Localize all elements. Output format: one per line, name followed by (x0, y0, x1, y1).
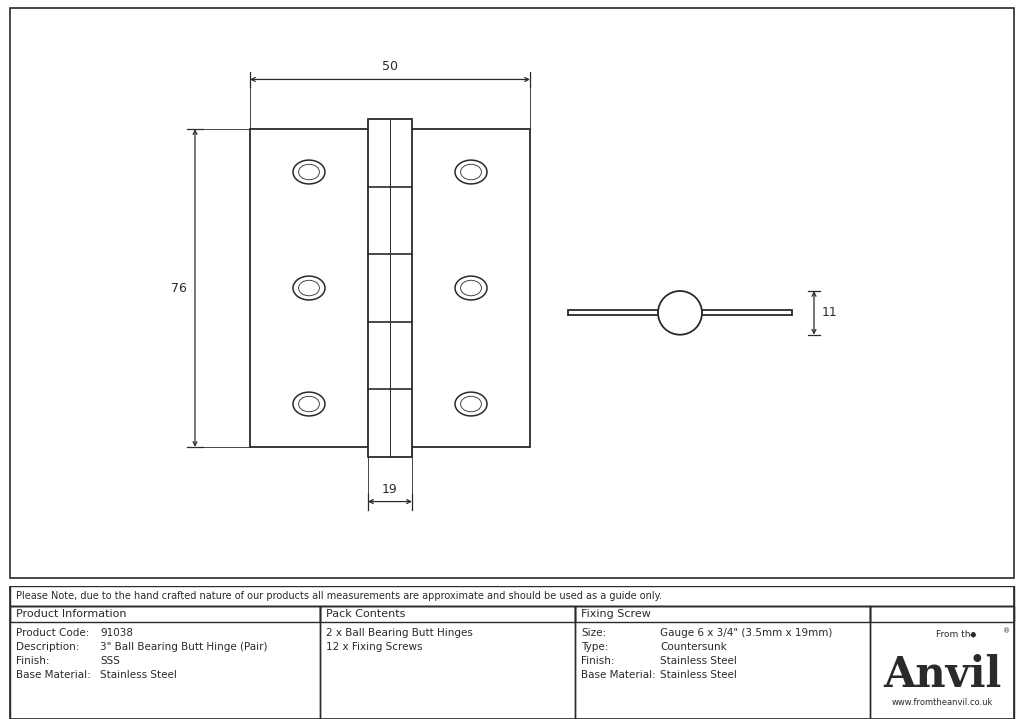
Bar (368, 119, 412, 457)
Text: Product Code:: Product Code: (16, 628, 89, 638)
Ellipse shape (299, 164, 319, 180)
Text: ◆: ◆ (970, 630, 976, 639)
Text: Type:: Type: (581, 642, 608, 652)
Bar (870, 606, 1014, 622)
Ellipse shape (455, 160, 487, 184)
Bar (702, 311, 792, 316)
Ellipse shape (455, 392, 487, 416)
Text: Finish:: Finish: (16, 656, 49, 666)
Bar (319, 606, 575, 719)
Ellipse shape (455, 276, 487, 300)
Text: Please Note, due to the hand crafted nature of our products all measurements are: Please Note, due to the hand crafted nat… (16, 591, 662, 601)
Text: Base Material:: Base Material: (16, 670, 91, 680)
Bar (10, 606, 319, 719)
Ellipse shape (293, 392, 325, 416)
Text: SSS: SSS (100, 656, 120, 666)
Text: www.fromtheanvil.co.uk: www.fromtheanvil.co.uk (891, 698, 992, 707)
Text: 3" Ball Bearing Butt Hinge (Pair): 3" Ball Bearing Butt Hinge (Pair) (100, 642, 267, 652)
Bar (10, 606, 319, 622)
Text: 50: 50 (382, 60, 398, 73)
Text: Description:: Description: (16, 642, 80, 652)
Bar (319, 606, 575, 622)
Ellipse shape (293, 276, 325, 300)
Text: 12 x Fixing Screws: 12 x Fixing Screws (326, 642, 423, 652)
Bar (575, 606, 870, 719)
Text: 11: 11 (822, 306, 838, 319)
Text: 76: 76 (171, 282, 187, 295)
Text: Stainless Steel: Stainless Steel (100, 670, 177, 680)
Text: Stainless Steel: Stainless Steel (660, 656, 737, 666)
Text: Product Information: Product Information (16, 609, 127, 619)
Ellipse shape (293, 160, 325, 184)
Bar (575, 606, 870, 622)
Ellipse shape (461, 280, 481, 296)
Text: 19: 19 (382, 482, 398, 495)
Ellipse shape (461, 396, 481, 412)
Bar (10, 586, 1014, 606)
Bar (870, 606, 1014, 719)
Text: Size:: Size: (581, 628, 606, 638)
Text: ®: ® (1002, 628, 1010, 634)
Text: Countersunk: Countersunk (660, 642, 727, 652)
Bar (568, 311, 658, 316)
Bar (250, 129, 530, 447)
Circle shape (658, 291, 702, 335)
Text: 91038: 91038 (100, 628, 133, 638)
Text: Finish:: Finish: (581, 656, 614, 666)
Ellipse shape (299, 280, 319, 296)
Text: Fixing Screw: Fixing Screw (581, 609, 651, 619)
Text: Base Material:: Base Material: (581, 670, 655, 680)
Text: Pack Contents: Pack Contents (326, 609, 406, 619)
Ellipse shape (461, 164, 481, 180)
Text: 2 x Ball Bearing Butt Hinges: 2 x Ball Bearing Butt Hinges (326, 628, 473, 638)
Text: Anvil: Anvil (883, 654, 1001, 696)
Ellipse shape (299, 396, 319, 412)
Text: From the: From the (936, 630, 976, 639)
Text: Gauge 6 x 3/4" (3.5mm x 19mm): Gauge 6 x 3/4" (3.5mm x 19mm) (660, 628, 833, 638)
Text: Stainless Steel: Stainless Steel (660, 670, 737, 680)
